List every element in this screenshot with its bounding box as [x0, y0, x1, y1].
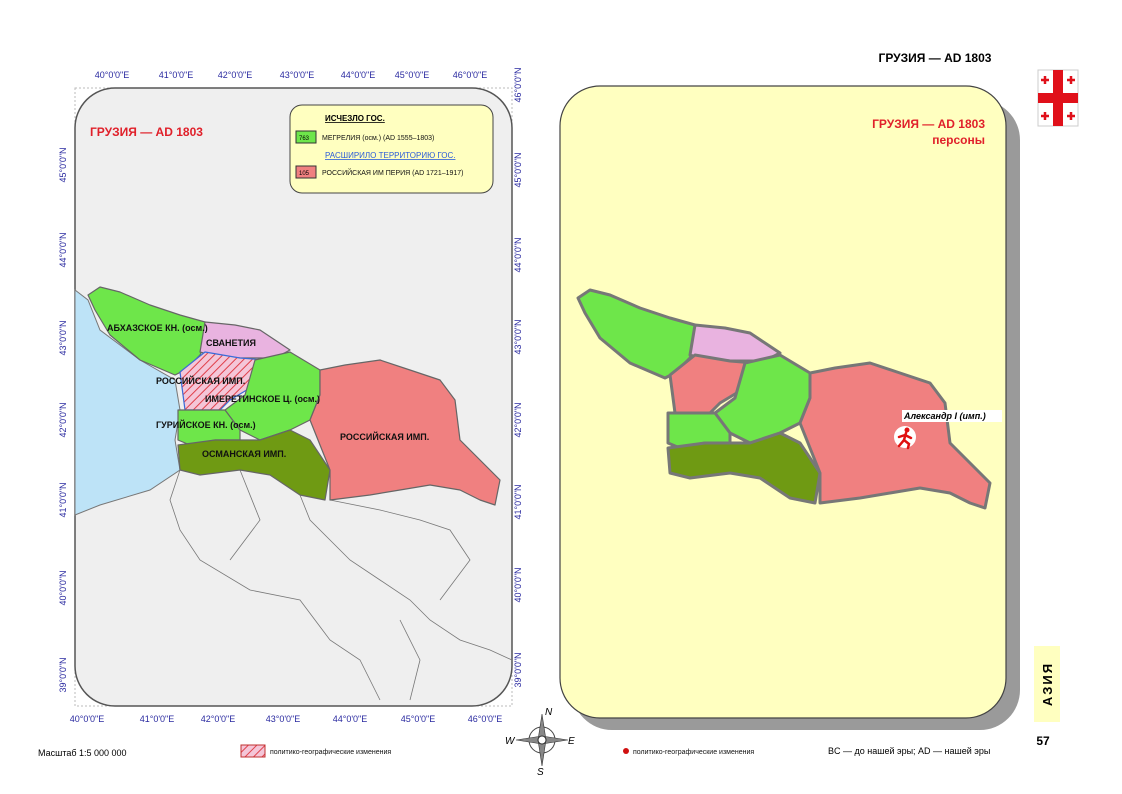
- person-icon: [894, 426, 916, 450]
- person-label: Александр I (имп.): [903, 411, 986, 421]
- hatch-swatch: [240, 744, 266, 758]
- lat-label-right: 45°0'0"N: [513, 152, 523, 187]
- legend-label: МЕГРЕЛИЯ (осм.) (AD 1555–1803): [322, 135, 434, 142]
- compass-n: N: [545, 707, 553, 718]
- lon-label-top: 45°0'0"E: [395, 70, 430, 80]
- scale: Масштаб 1:5 000 000: [38, 748, 127, 758]
- coordinate-labels: 40°0'0"E 40°0'0"E 41°0'0"E 41°0'0"E 42°0'0"E…: [58, 67, 523, 724]
- compass-e: E: [568, 736, 575, 747]
- lon-label-bottom: 45°0'0"E: [401, 714, 436, 724]
- lon-label-top: 43°0'0"E: [280, 70, 315, 80]
- lon-label-bottom: 46°0'0"E: [468, 714, 503, 724]
- lat-label-right: 44°0'0"N: [513, 237, 523, 272]
- region-label: АБХАЗСКОЕ КН. (осм.): [107, 323, 208, 333]
- lon-label-bottom: 40°0'0"E: [70, 714, 105, 724]
- map-subtitle: персоны: [932, 133, 985, 147]
- person-label-bg: [902, 410, 1002, 422]
- lon-label-bottom: 44°0'0"E: [333, 714, 368, 724]
- compass-s: S: [537, 767, 544, 778]
- lat-label-right: 39°0'0"N: [513, 652, 523, 687]
- legend-label: РОССИЙСКАЯ ИМ ПЕРИЯ (AD 1721–1917): [322, 168, 464, 177]
- lat-label-left: 39°0'0"N: [58, 657, 68, 692]
- georgia-flag: [1037, 69, 1079, 127]
- compass-w: W: [505, 736, 516, 747]
- region-label: ИМЕРЕТИНСКОЕ Ц. (осм.): [205, 394, 320, 404]
- left-map: ГРУЗИЯ — AD 1803 АБХАЗСКОЕ КН. (осм.) СВ…: [58, 67, 523, 724]
- lat-label-left: 45°0'0"N: [58, 147, 68, 182]
- changes-note: политико-географические изменения: [270, 749, 391, 756]
- lon-label-top: 42°0'0"E: [218, 70, 253, 80]
- lat-label-right: 40°0'0"N: [513, 567, 523, 602]
- legend: ИСЧЕЗЛО ГОС. 763 МЕГРЕЛИЯ (осм.) (AD 155…: [289, 104, 494, 194]
- page-number: 57: [1036, 734, 1050, 748]
- page-header: ГРУЗИЯ — AD 1803: [879, 51, 992, 65]
- lat-label-right: 46°0'0"N: [513, 67, 523, 102]
- region-label: ГУРИЙСКОЕ КН. (осм.): [156, 419, 256, 430]
- lat-label-right: 42°0'0"N: [513, 402, 523, 437]
- right-map: ГРУЗИЯ — AD 1803 персоны Александр I (им…: [559, 85, 1020, 730]
- lon-label-top: 46°0'0"E: [453, 70, 488, 80]
- lat-label-right: 43°0'0"N: [513, 319, 523, 354]
- legend-code: 105: [299, 171, 310, 177]
- lon-label-top: 41°0'0"E: [159, 70, 194, 80]
- lat-label-left: 42°0'0"N: [58, 402, 68, 437]
- compass: [515, 713, 569, 767]
- side-tab-label: АЗИЯ: [1040, 662, 1055, 706]
- side-tab: [1034, 646, 1060, 722]
- legend-heading: ИСЧЕЗЛО ГОС.: [325, 114, 385, 123]
- lon-label-bottom: 41°0'0"E: [140, 714, 175, 724]
- legend-heading: РАСШИРИЛО ТЕРРИТОРИЮ ГОС.: [325, 151, 456, 160]
- lon-label-top: 40°0'0"E: [95, 70, 130, 80]
- map-title: ГРУЗИЯ — AD 1803: [872, 117, 985, 131]
- lat-label-left: 43°0'0"N: [58, 320, 68, 355]
- region-label: СВАНЕТИЯ: [206, 338, 256, 348]
- region-label: ОСМАНСКАЯ ИМП.: [202, 449, 286, 459]
- lat-label-left: 40°0'0"N: [58, 570, 68, 605]
- lon-label-bottom: 42°0'0"E: [201, 714, 236, 724]
- era-note: BC — до нашей эры; AD — нашей эры: [828, 746, 990, 756]
- map-title: ГРУЗИЯ — AD 1803: [90, 125, 203, 139]
- changes-note: политико-географические изменения: [633, 749, 754, 756]
- person-dot: [623, 748, 629, 754]
- region-label: РОССИЙСКАЯ ИМП.: [340, 431, 429, 442]
- lon-label-top: 44°0'0"E: [341, 70, 376, 80]
- lon-label-bottom: 43°0'0"E: [266, 714, 301, 724]
- legend-code: 763: [299, 136, 310, 142]
- lat-label-left: 41°0'0"N: [58, 482, 68, 517]
- lat-label-right: 41°0'0"N: [513, 484, 523, 519]
- region-label: РОССИЙСКАЯ ИМП.: [156, 375, 245, 386]
- lat-label-left: 44°0'0"N: [58, 232, 68, 267]
